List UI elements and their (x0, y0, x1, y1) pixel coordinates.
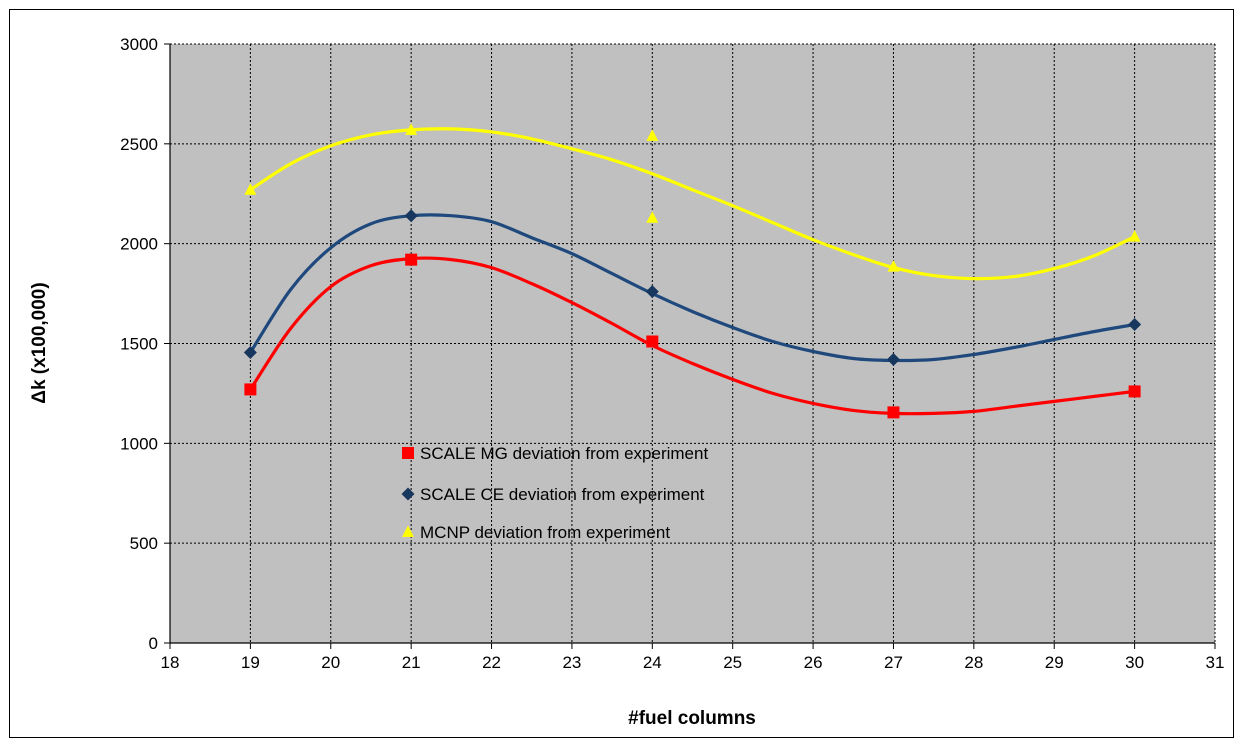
x-tick-label: 22 (482, 653, 501, 672)
x-tick-label: 25 (723, 653, 742, 672)
y-tick-label: 2000 (120, 235, 158, 254)
x-tick-label: 21 (402, 653, 421, 672)
x-axis-title: #fuel columns (628, 708, 756, 729)
x-tick-label: 30 (1125, 653, 1144, 672)
x-tick-label: 23 (562, 653, 581, 672)
trendline-series-2 (248, 213, 1137, 363)
y-tick-label: 1500 (120, 335, 158, 354)
point-series-2 (1128, 318, 1142, 332)
point-series-2 (243, 345, 257, 359)
legend: SCALE MG deviation from experiment SCALE … (401, 444, 708, 542)
y-tick-label: 1000 (120, 434, 158, 453)
legend-marker-series-3 (402, 525, 414, 537)
point-series-1 (1128, 385, 1141, 398)
point-series-1 (244, 383, 257, 396)
point-series-2 (886, 352, 900, 366)
data-points (243, 123, 1142, 419)
x-tick-label: 29 (1045, 653, 1064, 672)
point-series-1 (405, 253, 418, 266)
y-tick-label: 0 (149, 634, 158, 653)
point-series-1 (646, 335, 659, 348)
tick-labels: 18 19 20 21 22 23 24 25 26 27 28 29 30 31 0 500 1000 1500… (120, 35, 1224, 672)
x-tick-label: 24 (643, 653, 662, 672)
trendline-series-3 (248, 127, 1137, 281)
point-series-3 (646, 211, 659, 223)
x-tick-label: 20 (321, 653, 340, 672)
y-tick-label: 500 (130, 534, 158, 553)
trendlines (248, 127, 1137, 416)
point-series-2 (404, 209, 418, 223)
legend-label-series-1: SCALE MG deviation from experiment (420, 444, 708, 463)
x-tick-label: 31 (1206, 653, 1225, 672)
x-tick-label: 18 (161, 653, 180, 672)
trendline-series-1 (248, 256, 1137, 416)
legend-marker-series-2 (401, 487, 415, 501)
point-series-3 (1128, 230, 1141, 242)
x-tick-label: 28 (964, 653, 983, 672)
y-tick-label: 2500 (120, 135, 158, 154)
axes (164, 43, 1216, 649)
point-series-3 (646, 129, 659, 141)
legend-label-series-3: MCNP deviation from experiment (420, 523, 670, 542)
x-tick-label: 19 (241, 653, 260, 672)
legend-marker-series-1 (402, 447, 414, 459)
x-tick-label: 27 (884, 653, 903, 672)
point-series-1 (887, 406, 900, 419)
legend-label-series-2: SCALE CE deviation from experiment (420, 485, 705, 504)
point-series-3 (405, 123, 418, 135)
point-series-2 (645, 285, 659, 299)
x-tick-label: 26 (804, 653, 823, 672)
point-series-3 (887, 260, 900, 272)
point-series-3 (244, 183, 257, 195)
y-axis-title: Δk (x100,000) (29, 282, 50, 403)
y-tick-label: 3000 (120, 35, 158, 54)
